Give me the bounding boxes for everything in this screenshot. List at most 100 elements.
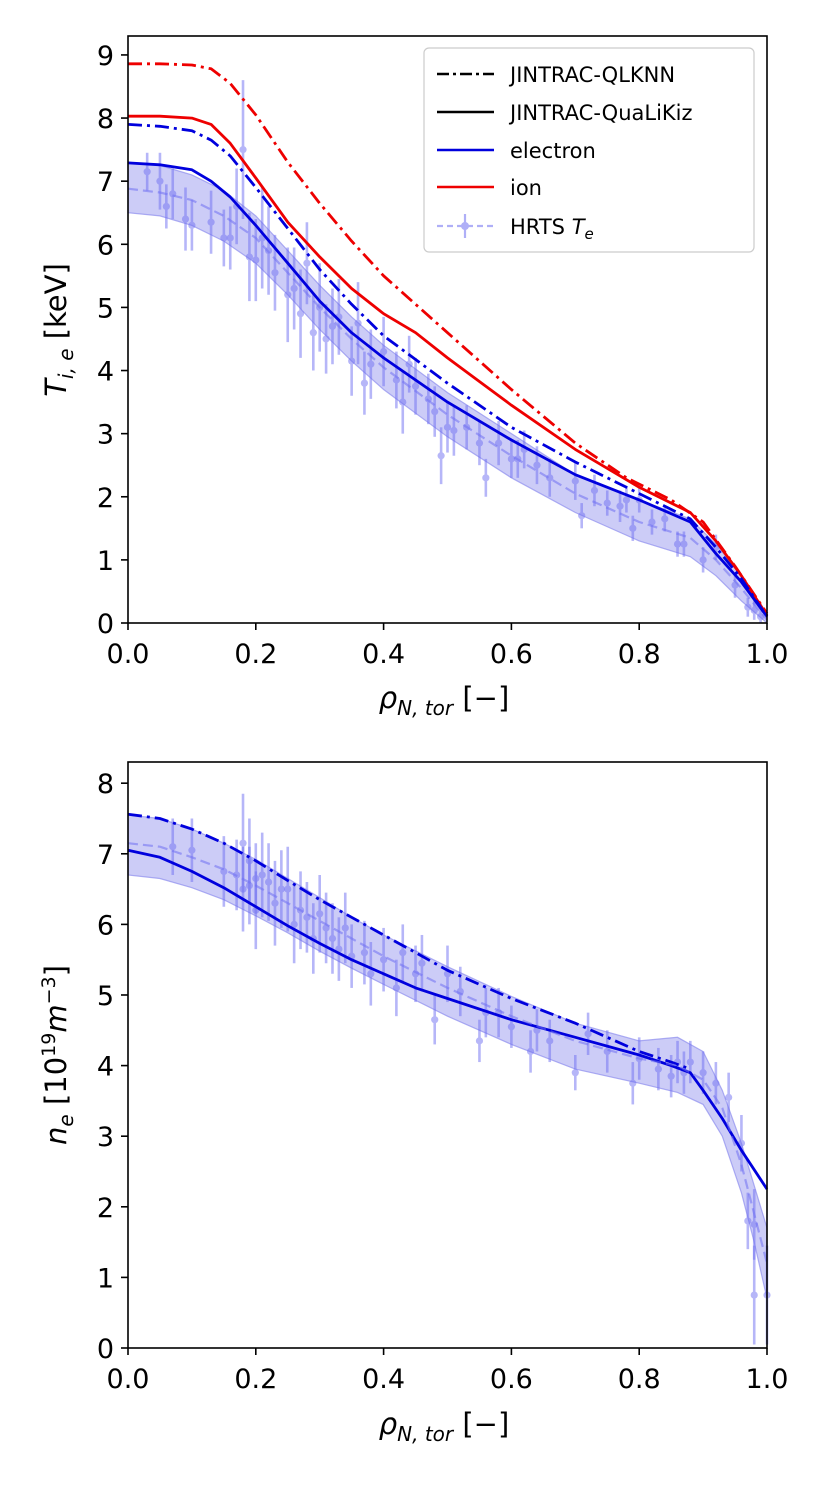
temperature-y-tick-label: 1 (97, 546, 114, 577)
temperature-x-tick-label: 0.2 (234, 639, 277, 670)
temperature-hrts-point (578, 503, 586, 529)
temperature-hrts-point (495, 421, 503, 466)
density-plot-area (127, 793, 771, 1345)
density-y-tick-label: 2 (97, 1193, 114, 1224)
temperature-hrts-point (207, 190, 215, 254)
density-y-tick-label: 6 (97, 910, 114, 941)
density-hrts-point (258, 832, 266, 918)
density-x-tick-label: 0.0 (107, 1364, 150, 1395)
temperature-x-tick-label: 0.8 (618, 639, 661, 670)
density-hrts-point (367, 942, 375, 1006)
density-hrts-point (546, 1019, 554, 1063)
temperature-hrts-point (443, 402, 452, 453)
temperature-y-tick-label: 5 (97, 293, 114, 324)
density-hrts-point (169, 818, 177, 875)
density-hrts-point (431, 994, 439, 1045)
density-hrts-point (271, 860, 279, 946)
density-x-tick-label: 0.4 (362, 1364, 405, 1395)
temperature-hrts-point (360, 351, 369, 415)
temperature-hrts-point (603, 490, 611, 516)
temperature-hrts-point (296, 269, 305, 358)
density-y-tick-label: 1 (97, 1263, 114, 1294)
density-hrts-point (399, 924, 407, 981)
density-hrts-point (750, 1245, 758, 1345)
temperature-axes-frame (127, 35, 768, 624)
density-y-tick-label: 5 (97, 981, 114, 1012)
temperature-series-ion-qualikiz (128, 114, 769, 617)
density-y-tick-label: 4 (97, 1052, 114, 1083)
temperature-series-electron-qualikiz (127, 161, 769, 618)
density-x-tick-label: 0.8 (618, 1364, 661, 1395)
temperature-series-ion-qlknn (128, 62, 769, 615)
temperature-hrts-point (303, 222, 311, 305)
density-hrts-point (475, 1019, 484, 1063)
density-x-tick-label: 0.6 (490, 1364, 533, 1395)
density-hrts-point (341, 892, 349, 964)
legend-swatch-hrts (437, 214, 494, 238)
temperature-hrts-point (181, 187, 190, 251)
density-x-axis-label: ρN, tor [−] (379, 1407, 510, 1446)
density-hrts-point (239, 846, 247, 932)
density-hrts-point (290, 885, 298, 964)
temperature-y-tick-label: 2 (97, 483, 114, 514)
density-hrts-point (654, 1047, 662, 1091)
temperature-hrts-point (322, 304, 330, 374)
density-hrts-point (360, 920, 369, 985)
temperature-hrts-point (405, 335, 413, 393)
temperature-hrts-point (546, 458, 554, 497)
temperature-hrts-point (622, 487, 631, 513)
temperature-hrts-point (252, 219, 260, 302)
density-hrts-point (507, 1005, 515, 1048)
temperature-panel: 0.0 0.2 0.4 0.6 0.8 1.0 0 1 2 3 4 5 6 7 8 9 ρN, tor [−]… (39, 35, 789, 720)
temperature-y-tick-label: 9 (97, 41, 114, 72)
density-hrts-point (725, 1072, 733, 1123)
temperature-x-tick-label: 1.0 (746, 639, 789, 670)
temperature-y-tick-label: 3 (97, 420, 114, 451)
temperature-series-hrts-fit (127, 187, 768, 621)
temperature-y-tick-label: 0 (97, 609, 114, 640)
temperature-hrts-point (143, 152, 151, 191)
temperature-y-tick-label: 8 (97, 104, 114, 135)
temperature-hrts-point (239, 80, 247, 220)
temperature-hrts-point (507, 439, 515, 478)
temperature-hrts-point (367, 329, 375, 399)
temperature-series-electron-qlknn (127, 123, 769, 618)
legend: JINTRAC-QLKNN JINTRAC-QuaLiKiz electron … (423, 47, 755, 253)
temperature-hrts-point (354, 282, 362, 365)
temperature-hrts-point (571, 462, 579, 500)
density-hrts-point (245, 846, 254, 925)
density-axes-frame (127, 761, 768, 1349)
density-series-hrts-fit (127, 842, 769, 1264)
temperature-hrts-point (673, 531, 682, 557)
temperature-hrts-point (188, 200, 196, 251)
temperature-y-tick-label: 7 (97, 167, 114, 198)
temperature-hrts-point (290, 247, 298, 330)
density-hrts-point (571, 1055, 579, 1091)
density-hrts-point (418, 934, 426, 992)
density-y-tick-label: 3 (97, 1122, 114, 1153)
density-x-tick-label: 1.0 (746, 1364, 789, 1395)
legend-label-hrts: HRTS Te (510, 215, 594, 243)
legend-box (423, 47, 755, 253)
density-hrts-point (284, 846, 292, 932)
density-hrts-point (686, 1040, 694, 1084)
temperature-plot-area (127, 62, 769, 625)
temperature-hrts-point (616, 490, 624, 523)
density-hrts-point (277, 850, 285, 928)
temperature-x-axis-label: ρN, tor [−] (379, 681, 510, 720)
legend-label-qlknn: JINTRAC-QLKNN (508, 63, 675, 87)
temperature-hrts-point (156, 152, 164, 210)
temperature-hrts-point (450, 405, 458, 456)
temperature-hrts-point (220, 209, 228, 267)
density-hrts-point (584, 1012, 592, 1055)
temperature-hrts-point (245, 212, 254, 302)
temperature-hrts-point (744, 597, 752, 617)
density-hrts-point (744, 1192, 752, 1250)
temperature-hrts-point (482, 458, 490, 497)
temperature-hrts-point (629, 515, 637, 541)
density-hrts-point (380, 927, 388, 992)
density-hrts-point (629, 1062, 637, 1105)
density-hrts-point (526, 1030, 535, 1073)
density-x-tick-label: 0.2 (234, 1364, 277, 1395)
